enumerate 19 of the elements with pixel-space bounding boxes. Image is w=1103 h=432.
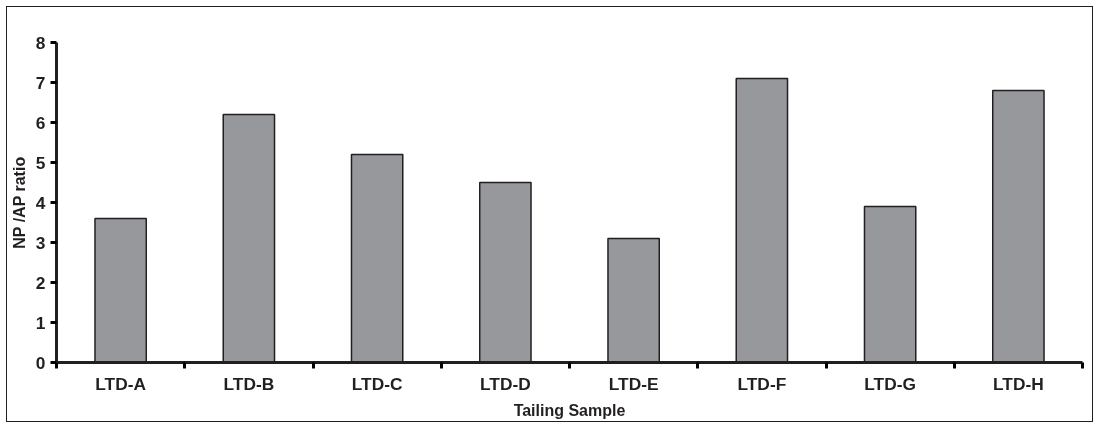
x-tick-label: LTD-G: [864, 373, 916, 394]
x-tick-label: LTD-B: [223, 373, 275, 394]
x-tick-label: LTD-D: [480, 373, 531, 394]
x-tick-label: LTD-F: [737, 373, 787, 394]
y-tick-label: 0: [35, 352, 46, 373]
y-tick-label: 3: [35, 232, 46, 253]
y-tick-label: 5: [35, 152, 46, 173]
x-tick-label: LTD-C: [351, 373, 403, 394]
y-tick-label: 2: [35, 272, 46, 293]
y-tick-label: 1: [35, 312, 46, 333]
y-tick-label: 6: [35, 112, 46, 133]
x-tick-label: LTD-A: [95, 373, 147, 394]
x-axis-title: Tailing Sample: [513, 401, 626, 419]
x-tick-label: LTD-E: [608, 373, 659, 394]
y-tick-label: 4: [35, 192, 46, 213]
x-tick-label: LTD-H: [993, 373, 1044, 394]
y-tick-label: 8: [35, 32, 46, 53]
y-axis-title: NP /AP ratio: [10, 156, 28, 249]
y-tick-label: 7: [35, 72, 46, 93]
